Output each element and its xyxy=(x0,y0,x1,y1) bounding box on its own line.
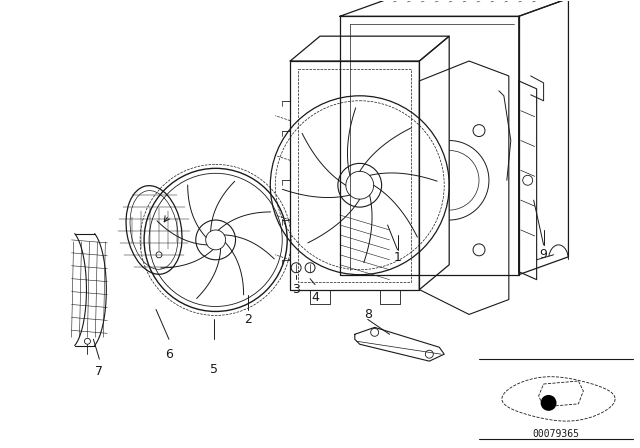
Text: 7: 7 xyxy=(95,365,104,378)
Text: 3: 3 xyxy=(292,283,300,296)
Text: 9: 9 xyxy=(540,248,548,261)
Text: 00079365: 00079365 xyxy=(532,429,579,439)
Text: 6: 6 xyxy=(165,348,173,361)
Text: 4: 4 xyxy=(311,291,319,304)
Text: 8: 8 xyxy=(364,308,372,321)
Circle shape xyxy=(541,395,557,411)
Text: 2: 2 xyxy=(244,313,252,326)
Text: 1: 1 xyxy=(394,251,401,264)
Text: 5: 5 xyxy=(210,362,218,375)
